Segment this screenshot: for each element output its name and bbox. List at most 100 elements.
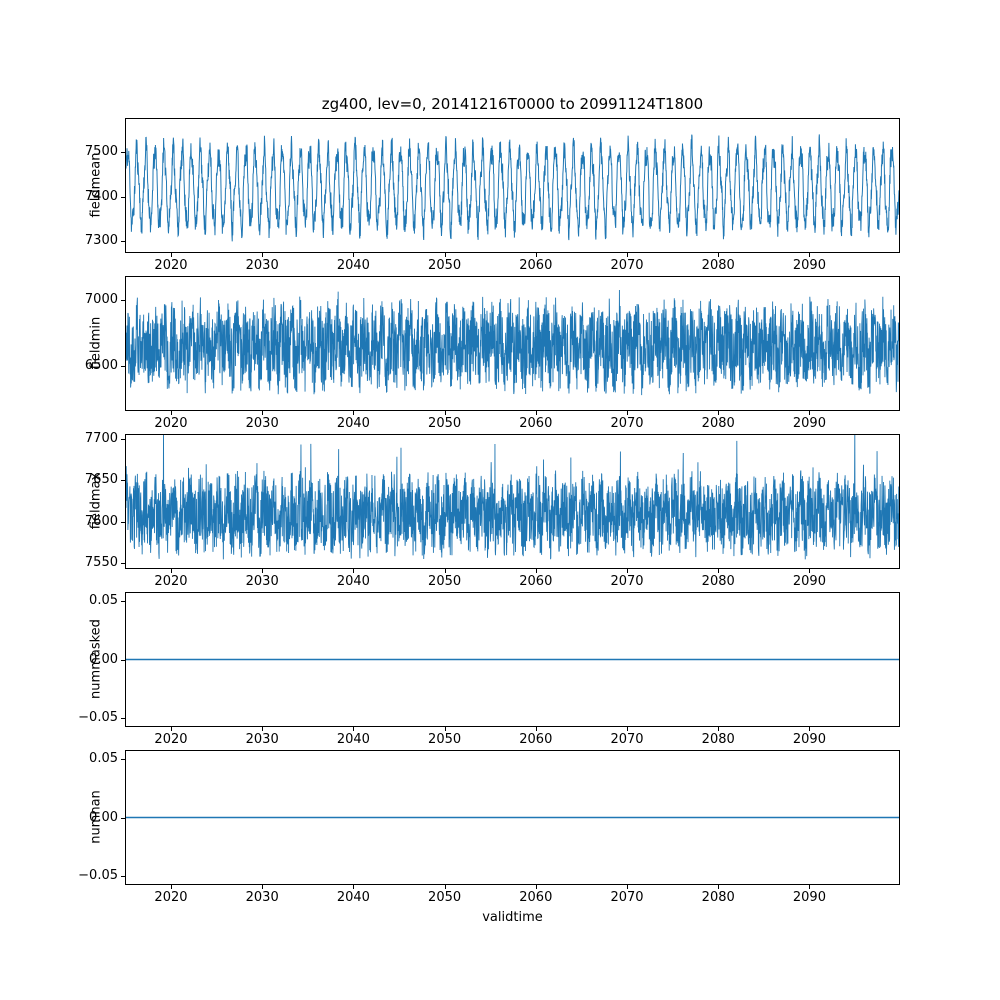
- x-tick-label: 2040: [336, 574, 370, 589]
- x-tick-mark: [262, 411, 264, 415]
- x-tick-label: 2020: [154, 574, 188, 589]
- x-tick-mark: [170, 569, 172, 573]
- subplot-fieldmean: fieldmean 7500 7400 7300 2020 2030 2040 2050 20…: [0, 118, 1000, 278]
- y-tick-mark: [121, 563, 125, 565]
- y-tick-mark: [121, 521, 125, 523]
- x-tick-mark: [809, 411, 811, 415]
- x-tick-mark: [353, 253, 355, 257]
- x-tick-label: 2020: [154, 732, 188, 747]
- x-tick-mark: [444, 727, 446, 731]
- series-line-fieldmean: [126, 134, 899, 242]
- x-tick-label: 2060: [519, 416, 553, 431]
- x-tick-label: 2040: [336, 732, 370, 747]
- x-tick-mark: [170, 885, 172, 889]
- series-line-fieldmax: [126, 435, 899, 560]
- plot-area-numnan: [125, 750, 900, 885]
- x-tick-label: 2030: [245, 732, 279, 747]
- x-tick-mark: [718, 411, 720, 415]
- y-tick-label: 7000: [84, 291, 118, 307]
- x-tick-label: 2080: [701, 890, 735, 905]
- x-tick-mark: [535, 885, 537, 889]
- y-tick-label: −0.05: [78, 709, 118, 725]
- x-tick-label: 2050: [428, 258, 462, 273]
- y-tick-label: 6500: [84, 357, 118, 373]
- x-tick-label: 2030: [245, 890, 279, 905]
- x-tick-label: 2050: [428, 890, 462, 905]
- x-tick-label: 2070: [610, 890, 644, 905]
- y-tick-mark: [121, 875, 125, 877]
- x-tick-mark: [535, 253, 537, 257]
- x-tick-mark: [718, 727, 720, 731]
- subplot-numnan: numnan 0.05 0.00 −0.05 2020 2030 2040 2050 2060…: [0, 750, 1000, 910]
- x-tick-label: 2080: [701, 574, 735, 589]
- x-tick-label: 2020: [154, 416, 188, 431]
- x-tick-mark: [809, 253, 811, 257]
- x-tick-label: 2070: [610, 574, 644, 589]
- subplot-nummasked: nummasked 0.05 0.00 −0.05 2020 2030 2040 2050 2…: [0, 592, 1000, 752]
- x-tick-mark: [262, 253, 264, 257]
- x-tick-mark: [718, 885, 720, 889]
- y-tick-mark: [121, 438, 125, 440]
- x-tick-label: 2090: [792, 890, 826, 905]
- x-tick-label: 2070: [610, 258, 644, 273]
- x-tick-mark: [444, 885, 446, 889]
- x-tick-mark: [809, 885, 811, 889]
- x-tick-label: 2060: [519, 732, 553, 747]
- x-tick-label: 2070: [610, 416, 644, 431]
- x-tick-mark: [718, 253, 720, 257]
- x-tick-mark: [718, 569, 720, 573]
- x-tick-mark: [353, 411, 355, 415]
- plot-area-nummasked: [125, 592, 900, 727]
- x-tick-mark: [262, 727, 264, 731]
- x-tick-mark: [353, 727, 355, 731]
- x-tick-label: 2040: [336, 258, 370, 273]
- y-tick-mark: [121, 480, 125, 482]
- x-tick-label: 2030: [245, 258, 279, 273]
- subplot-fieldmin: fieldmin 7000 6500 2020 2030 2040 2050 2060 207…: [0, 276, 1000, 436]
- series-line-fieldmin: [126, 290, 899, 396]
- y-tick-label: 7500: [84, 144, 118, 160]
- x-tick-label: 2090: [792, 574, 826, 589]
- x-tick-mark: [535, 727, 537, 731]
- y-tick-mark: [121, 196, 125, 198]
- subplot-fieldmax: fieldmax 7700 7650 7600 7550 2020 2030 2040 205…: [0, 431, 1000, 594]
- y-tick-mark: [121, 759, 125, 761]
- plot-area-fieldmax: [125, 434, 900, 569]
- x-tick-mark: [262, 569, 264, 573]
- x-tick-label: 2080: [701, 416, 735, 431]
- x-tick-mark: [627, 885, 628, 889]
- x-tick-label: 2060: [519, 890, 553, 905]
- y-tick-mark: [121, 365, 125, 367]
- x-tick-label: 2030: [245, 574, 279, 589]
- x-tick-label: 2060: [519, 258, 553, 273]
- x-axis-label: validtime: [482, 910, 543, 925]
- x-tick-mark: [444, 411, 446, 415]
- y-tick-label: 0.05: [89, 751, 118, 767]
- y-tick-label: 0.00: [89, 809, 118, 825]
- x-tick-label: 2090: [792, 258, 826, 273]
- x-tick-mark: [627, 411, 628, 415]
- x-tick-label: 2040: [336, 416, 370, 431]
- y-tick-label: −0.05: [78, 867, 118, 883]
- y-tick-mark: [121, 240, 125, 242]
- x-tick-label: 2050: [428, 732, 462, 747]
- x-tick-mark: [170, 727, 172, 731]
- y-tick-mark: [121, 717, 125, 719]
- x-tick-label: 2040: [336, 890, 370, 905]
- x-tick-mark: [170, 411, 172, 415]
- plot-area-fieldmean: [125, 118, 900, 253]
- x-tick-label: 2050: [428, 574, 462, 589]
- x-tick-label: 2020: [154, 258, 188, 273]
- x-tick-label: 2080: [701, 732, 735, 747]
- y-tick-label: 0.05: [89, 593, 118, 609]
- figure-title: zg400, lev=0, 20141216T0000 to 20991124T…: [321, 95, 704, 113]
- x-tick-label: 2090: [792, 416, 826, 431]
- x-tick-mark: [627, 253, 628, 257]
- y-tick-label: 7650: [84, 472, 118, 488]
- x-tick-mark: [444, 569, 446, 573]
- x-tick-mark: [809, 727, 811, 731]
- x-tick-label: 2050: [428, 416, 462, 431]
- y-tick-mark: [121, 152, 125, 154]
- y-axis-label-fieldmean: fieldmean: [88, 152, 104, 218]
